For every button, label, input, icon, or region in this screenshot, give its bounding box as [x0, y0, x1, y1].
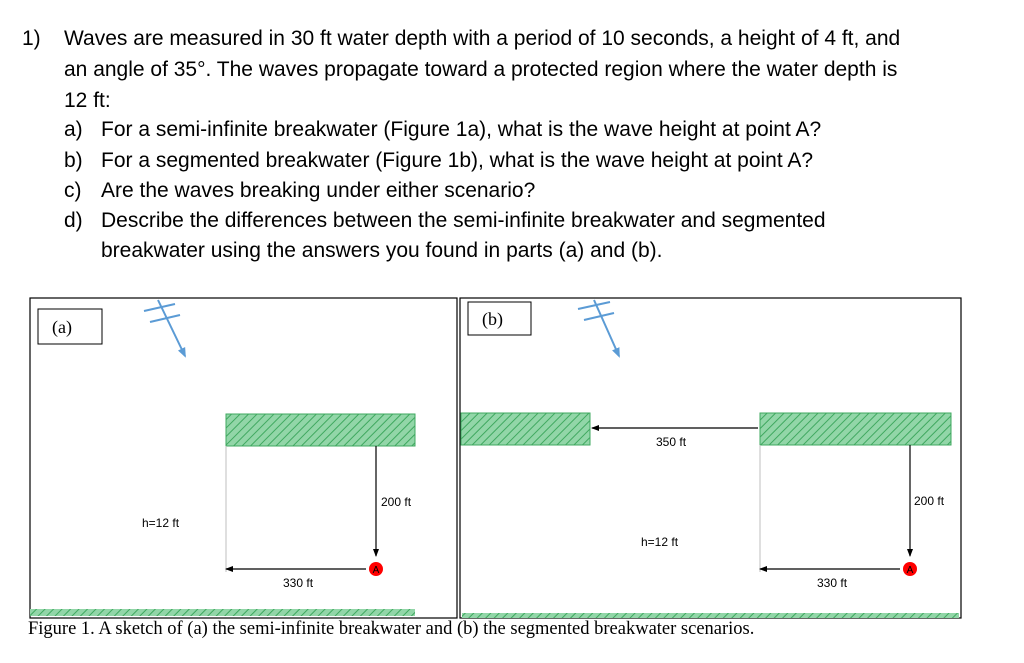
- point-a-label: A: [907, 565, 914, 576]
- dim-label-350ft: 350 ft: [656, 435, 687, 449]
- panel-a-label-box: [37, 308, 103, 345]
- panel-a-label: (a): [52, 317, 72, 338]
- panel-a: (a) 200 ft 330 ft A h=12 ft: [29, 297, 458, 619]
- part-d-text-line-2: breakwater using the answers you found i…: [101, 239, 663, 262]
- breakwater-segment-left: [460, 412, 591, 446]
- point-a-marker: [369, 562, 383, 576]
- dim-label-330ft-b: 330 ft: [817, 576, 848, 590]
- part-d-text-line-1: Describe the differences between the sem…: [101, 209, 826, 232]
- part-c-text: Are the waves breaking under either scen…: [101, 179, 536, 202]
- dim-label-330ft-a: 330 ft: [283, 576, 314, 590]
- question-stem-line-2: an angle of 35°. The waves propagate tow…: [64, 58, 898, 81]
- shoreline-b: [462, 613, 959, 618]
- question-stem-line-3: 12 ft:: [64, 89, 111, 112]
- part-b-letter: b): [64, 149, 83, 172]
- part-a-text: For a semi-infinite breakwater (Figure 1…: [101, 118, 822, 141]
- point-a-marker: [903, 562, 917, 576]
- part-c-letter: c): [64, 179, 82, 202]
- shoreline-a: [30, 609, 415, 616]
- part-b-text: For a segmented breakwater (Figure 1b), …: [101, 149, 814, 172]
- part-a-letter: a): [64, 118, 83, 141]
- figure-caption: Figure 1. A sketch of (a) the semi-infin…: [28, 619, 755, 639]
- part-d-letter: d): [64, 209, 83, 232]
- question-stem-line-1: Waves are measured in 30 ft water depth …: [64, 27, 901, 50]
- dim-label-200ft-b: 200 ft: [914, 494, 945, 508]
- depth-label-b: h=12 ft: [641, 535, 679, 549]
- panel-b: (b) 350 ft 200 ft 330 ft A h=12 ft: [459, 297, 962, 619]
- wave-direction-arrow-icon: [577, 299, 620, 358]
- breakwater-segment-right: [759, 412, 952, 446]
- depth-label-a: h=12 ft: [142, 516, 180, 530]
- dim-label-200ft-a: 200 ft: [381, 495, 412, 509]
- panel-b-label-box: [467, 301, 532, 336]
- question-number: 1): [22, 27, 41, 50]
- panel-b-frame: [459, 297, 962, 619]
- semi-infinite-breakwater: [225, 413, 416, 447]
- wave-direction-arrow-icon: [143, 299, 186, 358]
- panel-b-label: (b): [482, 309, 503, 330]
- point-a-label: A: [373, 565, 380, 576]
- panel-a-frame: [29, 297, 458, 619]
